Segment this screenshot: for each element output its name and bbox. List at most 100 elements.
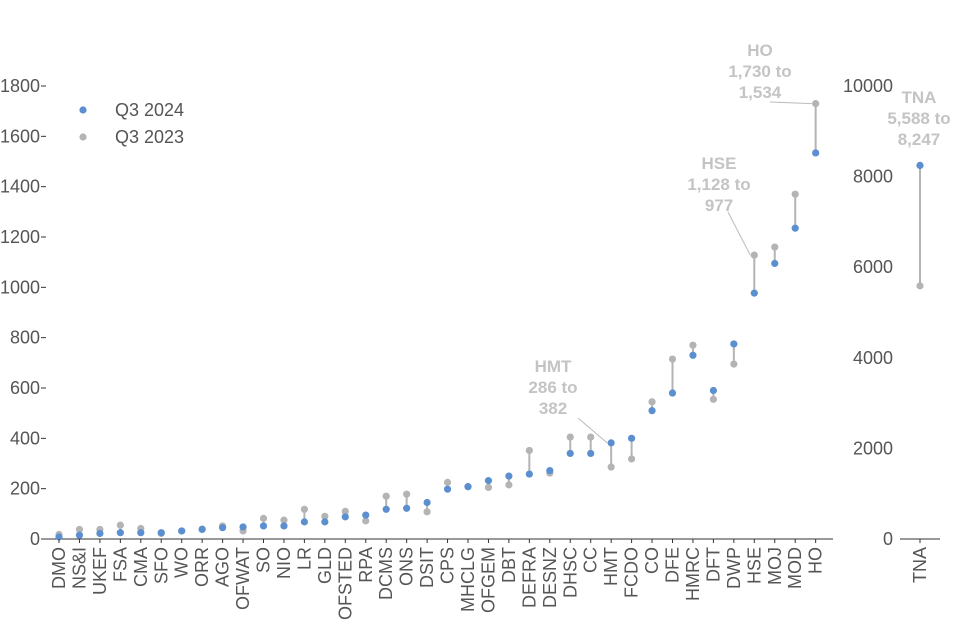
x-tick-label: DFE — [663, 547, 683, 583]
x-tick-label: OFWAT — [233, 547, 253, 610]
x-tick-label: NS&I — [69, 547, 89, 589]
x-tick-label: DHSC — [560, 547, 580, 598]
point-q3-2024 — [689, 351, 697, 359]
point-q3-2024 — [362, 511, 370, 519]
point-q3-2023 — [566, 433, 574, 441]
point-q3-2024 — [341, 513, 349, 521]
point-q3-2024 — [607, 439, 615, 447]
point-q3-2024 — [75, 531, 84, 539]
point-q3-2024 — [96, 529, 104, 538]
annotation-label: 1,534 — [739, 83, 782, 102]
tna-panel: 0 2000 4000 6000 8000 10000 TNA TNA 5,588 to 8,24… — [843, 76, 951, 583]
point-q3-2024 — [403, 504, 411, 512]
point-q3-2024 — [505, 472, 513, 480]
point-q3-2024 — [709, 386, 718, 395]
x-tick-label: OFGEM — [478, 547, 498, 613]
point-q3-2024 — [280, 522, 288, 530]
point-q3-2023 — [916, 282, 924, 290]
point-q3-2023 — [812, 100, 820, 108]
point-q3-2023 — [505, 481, 513, 489]
point-q3-2023 — [750, 251, 758, 259]
main-panel: 0 200 400 600 800 1000 1200 1400 1600 1800 DMO NS&I… — [0, 41, 833, 620]
point-q3-2023 — [403, 490, 411, 498]
point-q3-2024 — [321, 518, 329, 526]
x-tick-label: OFSTED — [335, 547, 355, 620]
y-tick-label: 1800 — [0, 76, 40, 96]
y-tick-label: 1200 — [0, 227, 40, 247]
point-q3-2024 — [423, 498, 431, 507]
point-q3-2023 — [771, 243, 779, 251]
point-q3-2023 — [484, 483, 493, 492]
point-q3-2024 — [116, 529, 124, 537]
point-q3-2024 — [750, 289, 758, 297]
annotation-label: HO — [747, 41, 773, 60]
annotation-label: HMT — [535, 357, 572, 376]
y-tick-label: 200 — [10, 479, 40, 499]
point-q3-2024 — [259, 522, 268, 530]
legend: Q3 2024 Q3 2023 — [79, 100, 184, 147]
point-q3-2023 — [300, 505, 308, 513]
x-tick-label: HMRC — [683, 547, 703, 601]
x-tick-label: FCDO — [622, 547, 642, 598]
x-tick-label: DSIT — [417, 547, 437, 588]
point-q3-2023 — [362, 517, 370, 525]
y-tick-label: 400 — [10, 428, 40, 448]
point-q3-2024 — [628, 434, 636, 442]
point-q3-2023 — [423, 508, 431, 516]
point-q3-2023 — [443, 478, 452, 486]
x-tick-label: HSE — [744, 547, 764, 584]
point-q3-2024 — [484, 477, 493, 485]
annotation-label: 8,247 — [898, 130, 941, 149]
x-tick-label: TNA — [910, 547, 930, 583]
x-tick-label: HO — [806, 547, 826, 574]
annotation-leader — [769, 101, 812, 105]
annotation-leader — [727, 211, 751, 256]
point-q3-2024 — [791, 224, 799, 232]
point-q3-2024 — [300, 518, 308, 526]
point-q3-2024 — [239, 523, 247, 531]
x-tick-label: HMT — [601, 547, 621, 586]
y-tick-label: 2000 — [853, 438, 893, 458]
point-q3-2024 — [730, 340, 738, 348]
x-tick-label: RPA — [356, 547, 376, 583]
point-q3-2024 — [219, 524, 227, 532]
y-tick-label: 600 — [10, 378, 40, 398]
point-q3-2023 — [791, 190, 799, 198]
x-tick-label: FSA — [110, 547, 130, 582]
point-q3-2024 — [546, 466, 554, 475]
point-q3-2024 — [443, 485, 452, 493]
legend-marker — [79, 133, 87, 141]
y-tick-label: 6000 — [853, 257, 893, 277]
x-tick-label: UKEF — [90, 547, 110, 595]
x-tick-label: GLD — [315, 547, 335, 584]
legend-label: Q3 2023 — [115, 127, 184, 147]
x-tick-label: CO — [642, 547, 662, 574]
point-q3-2023 — [382, 492, 390, 500]
point-q3-2023 — [709, 395, 718, 403]
point-q3-2024 — [812, 149, 820, 157]
point-q3-2023 — [607, 463, 615, 471]
point-q3-2023 — [280, 516, 288, 524]
point-q3-2024 — [464, 483, 472, 491]
x-tick-label: SFO — [151, 547, 171, 584]
point-q3-2023 — [75, 525, 84, 534]
x-tick-label: MOD — [785, 547, 805, 589]
point-q3-2023 — [668, 355, 677, 363]
point-q3-2024 — [198, 525, 206, 534]
y-tick-label: 0 — [883, 529, 893, 549]
y-tick-label: 8000 — [853, 167, 893, 187]
point-q3-2023 — [689, 341, 697, 349]
point-q3-2024 — [771, 259, 779, 268]
x-tick-label: NIO — [274, 547, 294, 579]
x-tick-label: CPS — [438, 547, 458, 584]
x-tick-label: MOJ — [765, 547, 785, 585]
point-q3-2023 — [525, 446, 533, 455]
point-q3-2023 — [321, 512, 329, 520]
annotation-label: 1,730 to — [728, 62, 791, 81]
point-q3-2024 — [178, 527, 186, 535]
point-q3-2023 — [341, 507, 349, 515]
point-q3-2024 — [137, 529, 145, 537]
x-tick-label: DESNZ — [540, 547, 560, 608]
x-tick-label: ONS — [397, 547, 417, 586]
x-tick-label: LR — [294, 547, 314, 570]
